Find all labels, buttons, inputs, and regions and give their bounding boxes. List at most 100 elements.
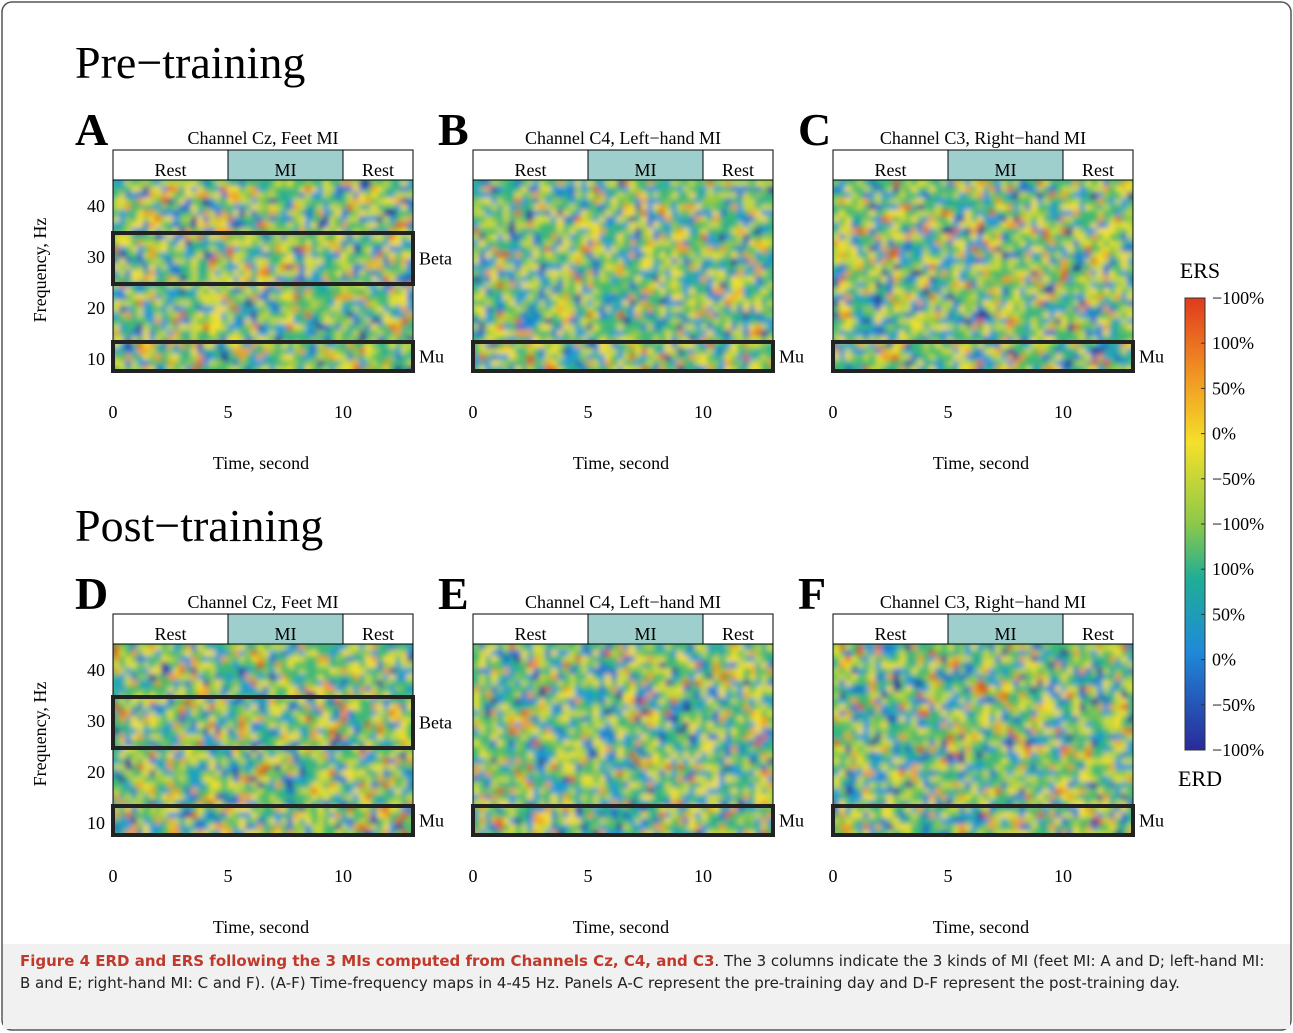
heatmap-cell (395, 246, 402, 253)
heatmap-cell (1001, 336, 1008, 343)
heatmap-cell (407, 210, 413, 217)
heatmap-cell (581, 198, 588, 205)
heatmap-cell (161, 192, 168, 199)
heatmap-cell (707, 300, 714, 307)
heatmap-cell (353, 728, 360, 735)
heatmap-cell (635, 246, 642, 253)
heatmap-cell (581, 186, 588, 193)
heatmap-cell (335, 770, 342, 777)
heatmap-cell (959, 306, 966, 313)
heatmap-cell (725, 222, 732, 229)
heatmap-cell (1097, 294, 1104, 301)
heatmap-cell (251, 252, 258, 259)
heatmap-cell (929, 324, 936, 331)
heatmap-cell (713, 198, 720, 205)
heatmap-cell (395, 294, 402, 301)
heatmap-cell (653, 354, 660, 361)
heatmap-cell (143, 342, 150, 349)
heatmap-cell (257, 360, 264, 367)
heatmap-cell (149, 192, 156, 199)
heatmap-cell (665, 216, 672, 223)
heatmap-cell (749, 204, 756, 211)
heatmap-cell (323, 812, 330, 819)
heatmap-cell (917, 306, 924, 313)
heatmap-cell (851, 240, 858, 247)
heatmap-cell (683, 240, 690, 247)
heatmap-cell (485, 294, 492, 301)
heatmap-cell (257, 324, 264, 331)
heatmap-cell (1073, 294, 1080, 301)
heatmap-cell (233, 186, 240, 193)
heatmap-cell (137, 348, 144, 355)
heatmap-cell (341, 758, 348, 765)
heatmap-cell (173, 336, 180, 343)
heatmap-cell (629, 306, 636, 313)
heatmap-cell (209, 782, 216, 789)
heatmap-cell (701, 330, 708, 337)
heatmap-cell (347, 656, 354, 663)
heatmap-cell (503, 318, 510, 325)
heatmap-cell (929, 288, 936, 295)
heatmap-cell (995, 198, 1002, 205)
heatmap-cell (569, 306, 576, 313)
heatmap-cell (641, 246, 648, 253)
heatmap-cell (167, 294, 174, 301)
heatmap-cell (659, 276, 666, 283)
heatmap-cell (239, 204, 246, 211)
heatmap-cell (293, 686, 300, 693)
heatmap-cell (1103, 354, 1110, 361)
heatmap-cell (473, 210, 480, 217)
heatmap-cell (977, 204, 984, 211)
heatmap-cell (833, 264, 840, 271)
heatmap-cell (695, 252, 702, 259)
heatmap-cell (1085, 264, 1092, 271)
heatmap-cell (557, 252, 564, 259)
heatmap-cell (575, 360, 582, 367)
heatmap-cell (245, 674, 252, 681)
heatmap-cell (203, 740, 210, 747)
heatmap-cell (269, 312, 276, 319)
heatmap-cell (131, 794, 138, 801)
heatmap-cell (1019, 288, 1026, 295)
heatmap-cell (173, 788, 180, 795)
heatmap-cell (653, 222, 660, 229)
heatmap-cell (263, 734, 270, 741)
heatmap-cell (341, 180, 348, 187)
heatmap-cell (233, 222, 240, 229)
heatmap-cell (1001, 216, 1008, 223)
heatmap-cell (407, 258, 413, 265)
heatmap-cell (953, 216, 960, 223)
heatmap-cell (341, 704, 348, 711)
heatmap-cell (737, 276, 744, 283)
heatmap-cell (977, 276, 984, 283)
heatmap-cell (155, 294, 162, 301)
heatmap-cell (1085, 204, 1092, 211)
heatmap-cell (119, 782, 126, 789)
heatmap-cell (257, 318, 264, 325)
heatmap-cell (377, 288, 384, 295)
heatmap-cell (215, 180, 222, 187)
heatmap-cell (707, 234, 714, 241)
heatmap-cell (185, 198, 192, 205)
heatmap-cell (965, 228, 972, 235)
heatmap-cell (875, 192, 882, 199)
heatmap-cell (293, 728, 300, 735)
heatmap-cell (299, 758, 306, 765)
heatmap-cell (113, 800, 120, 807)
heatmap-cell (383, 276, 390, 283)
heatmap-cell (251, 758, 258, 765)
heatmap-cell (623, 294, 630, 301)
heatmap-cell (293, 234, 300, 241)
heatmap-cell (851, 318, 858, 325)
heatmap-cell (701, 348, 708, 355)
heatmap-cell (689, 318, 696, 325)
heatmap-cell (1067, 210, 1074, 217)
heatmap-cell (353, 788, 360, 795)
heatmap-cell (365, 776, 372, 783)
heatmap-cell (161, 234, 168, 241)
heatmap-cell (275, 662, 282, 669)
heatmap-cell (143, 252, 150, 259)
heatmap-cell (839, 330, 846, 337)
heatmap-cell (287, 198, 294, 205)
heatmap-cell (167, 716, 174, 723)
